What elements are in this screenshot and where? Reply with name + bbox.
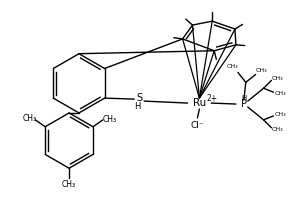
Text: CH₃: CH₃ — [274, 112, 286, 118]
Text: CH₃: CH₃ — [271, 76, 283, 81]
Text: CH₃: CH₃ — [103, 115, 117, 124]
Text: 2+: 2+ — [207, 94, 218, 103]
Text: Cl⁻: Cl⁻ — [191, 121, 204, 130]
Text: P: P — [241, 99, 247, 109]
Text: CH₃: CH₃ — [22, 114, 36, 123]
Text: H: H — [134, 102, 140, 111]
Text: CH₃: CH₃ — [256, 68, 267, 73]
Text: Ru: Ru — [193, 98, 206, 108]
Text: H: H — [241, 95, 246, 101]
Text: CH₃: CH₃ — [274, 91, 286, 96]
Text: CH₃: CH₃ — [226, 64, 238, 69]
Text: CH₃: CH₃ — [62, 181, 76, 189]
Text: CH₃: CH₃ — [271, 127, 283, 132]
Text: S: S — [136, 93, 142, 103]
